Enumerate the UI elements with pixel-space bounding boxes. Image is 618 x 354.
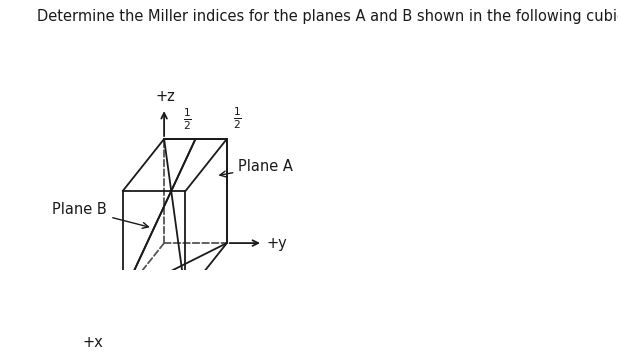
Text: +y: +y (267, 235, 287, 251)
Text: Determine the Miller indices for the planes A and B shown in the following cubic: Determine the Miller indices for the pla… (37, 10, 618, 24)
Text: $\frac{1}{2}$: $\frac{1}{2}$ (232, 105, 242, 131)
Text: +z: +z (156, 89, 176, 104)
Text: Plane A: Plane A (220, 159, 293, 177)
Text: +x: +x (83, 335, 104, 350)
Text: Plane B: Plane B (53, 202, 148, 228)
Text: $\frac{1}{2}$: $\frac{1}{2}$ (182, 107, 192, 132)
